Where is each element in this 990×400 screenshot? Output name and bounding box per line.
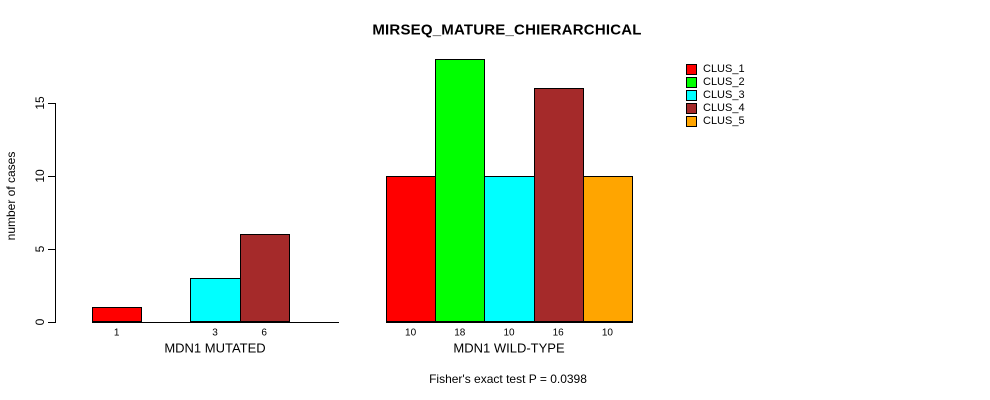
bar-value-label: 10 bbox=[405, 327, 417, 339]
y-tick bbox=[48, 322, 55, 323]
x-group-label: MDN1 WILD-TYPE bbox=[453, 340, 565, 356]
x-baseline bbox=[92, 322, 339, 323]
legend-item: CLUS_5 bbox=[686, 115, 745, 128]
y-tick bbox=[48, 249, 55, 250]
legend-item: CLUS_1 bbox=[686, 63, 745, 76]
bar-clus_4 bbox=[239, 234, 290, 322]
legend-label: CLUS_3 bbox=[703, 89, 745, 101]
legend-swatch bbox=[686, 64, 697, 75]
y-tick bbox=[48, 103, 55, 104]
bar-value-label: 6 bbox=[261, 327, 267, 339]
bar-clus_3 bbox=[484, 176, 535, 322]
legend-item: CLUS_2 bbox=[686, 76, 745, 89]
y-tick-label: 0 bbox=[33, 318, 47, 326]
bar-clus_5 bbox=[582, 176, 633, 322]
bar-clus_3 bbox=[190, 278, 241, 322]
legend-item: CLUS_4 bbox=[686, 102, 745, 115]
legend-item: CLUS_3 bbox=[686, 89, 745, 102]
bar-value-label: 18 bbox=[454, 327, 466, 339]
bar-clus_4 bbox=[533, 88, 584, 322]
y-tick bbox=[48, 176, 55, 177]
bar-clus_1 bbox=[386, 176, 437, 322]
bar-value-label: 1 bbox=[113, 327, 120, 339]
bar-value-label: 10 bbox=[503, 327, 515, 339]
y-axis-title: number of cases bbox=[4, 151, 18, 241]
legend: CLUS_1 CLUS_2 CLUS_3 CLUS_4 CLUS_5 bbox=[686, 63, 745, 128]
legend-swatch bbox=[686, 90, 697, 101]
bar-value-label: 10 bbox=[601, 327, 613, 339]
legend-label: CLUS_2 bbox=[703, 76, 745, 88]
x-group-label: MDN1 MUTATED bbox=[164, 340, 266, 356]
legend-label: CLUS_1 bbox=[703, 63, 745, 75]
bar-clus_1 bbox=[92, 307, 143, 322]
bar-clus_2 bbox=[435, 59, 486, 322]
chart-title: MIRSEQ_MATURE_CHIERARCHICAL bbox=[372, 21, 642, 39]
y-tick-label: 15 bbox=[33, 96, 47, 110]
legend-label: CLUS_4 bbox=[703, 102, 745, 114]
legend-swatch bbox=[686, 77, 697, 88]
bar-value-label: 3 bbox=[212, 327, 218, 339]
pvalue-annotation: Fisher's exact test P = 0.0398 bbox=[429, 372, 587, 386]
x-baseline bbox=[386, 322, 633, 323]
y-axis-line bbox=[55, 103, 56, 323]
bar-value-label: 16 bbox=[552, 327, 564, 339]
legend-label: CLUS_5 bbox=[703, 115, 745, 127]
y-tick-label: 10 bbox=[33, 169, 47, 183]
legend-swatch bbox=[686, 116, 697, 127]
legend-swatch bbox=[686, 103, 697, 114]
y-tick-label: 5 bbox=[33, 245, 47, 253]
